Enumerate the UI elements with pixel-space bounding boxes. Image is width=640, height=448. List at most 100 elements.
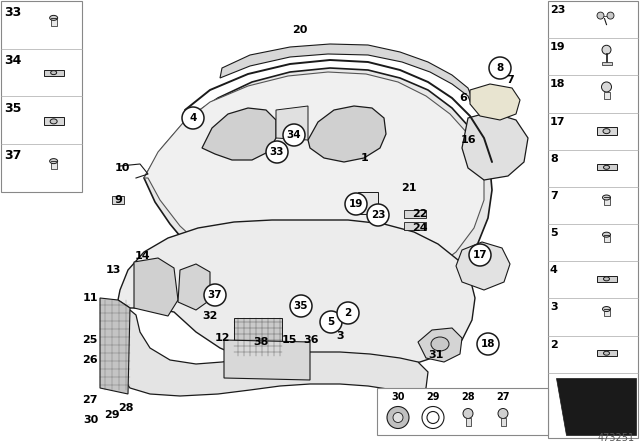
Circle shape: [367, 204, 389, 226]
Polygon shape: [456, 242, 510, 290]
FancyBboxPatch shape: [604, 198, 609, 205]
Text: 25: 25: [83, 335, 98, 345]
Polygon shape: [418, 328, 462, 362]
Text: 30: 30: [83, 415, 99, 425]
Polygon shape: [44, 117, 63, 125]
Bar: [1, 1, 82, 192]
FancyBboxPatch shape: [604, 310, 609, 316]
Text: 19: 19: [349, 199, 363, 209]
Circle shape: [463, 409, 473, 418]
Text: 38: 38: [253, 337, 269, 347]
Text: 8: 8: [550, 154, 557, 164]
Text: 23: 23: [371, 210, 385, 220]
Text: 11: 11: [83, 293, 98, 303]
Text: 34: 34: [287, 130, 301, 140]
Polygon shape: [308, 106, 386, 162]
Polygon shape: [118, 310, 428, 396]
Circle shape: [489, 57, 511, 79]
Polygon shape: [100, 298, 130, 394]
Circle shape: [597, 12, 604, 19]
Polygon shape: [144, 68, 492, 304]
Text: 4: 4: [550, 265, 558, 275]
Text: 473251: 473251: [598, 433, 635, 443]
Text: 37: 37: [4, 149, 21, 162]
Text: 34: 34: [4, 54, 21, 67]
Circle shape: [393, 413, 403, 422]
Ellipse shape: [51, 71, 57, 75]
Text: 21: 21: [401, 183, 417, 193]
Text: 9: 9: [114, 195, 122, 205]
Text: 22: 22: [412, 209, 428, 219]
Text: 33: 33: [269, 147, 284, 157]
Ellipse shape: [602, 306, 611, 311]
Text: 18: 18: [481, 339, 495, 349]
Circle shape: [469, 244, 491, 266]
FancyBboxPatch shape: [51, 162, 57, 169]
Circle shape: [427, 412, 439, 423]
Text: 28: 28: [461, 392, 475, 402]
Circle shape: [266, 141, 288, 163]
Polygon shape: [134, 258, 178, 316]
Polygon shape: [556, 378, 636, 435]
Circle shape: [387, 406, 409, 428]
Ellipse shape: [603, 129, 610, 134]
Ellipse shape: [604, 277, 609, 281]
Polygon shape: [596, 350, 616, 356]
Text: 33: 33: [4, 6, 21, 19]
Text: 15: 15: [282, 335, 297, 345]
Circle shape: [283, 124, 305, 146]
Text: 18: 18: [550, 79, 566, 89]
Text: 1: 1: [361, 153, 369, 163]
Text: 3: 3: [336, 331, 344, 341]
Text: 31: 31: [428, 350, 444, 360]
Ellipse shape: [50, 15, 58, 20]
Circle shape: [498, 409, 508, 418]
Circle shape: [320, 311, 342, 333]
Polygon shape: [596, 127, 616, 135]
Text: 2: 2: [550, 340, 557, 349]
FancyBboxPatch shape: [51, 19, 57, 26]
Text: 5: 5: [550, 228, 557, 238]
Ellipse shape: [431, 337, 449, 351]
Text: 37: 37: [208, 290, 222, 300]
Text: 32: 32: [202, 311, 218, 321]
Bar: [377, 388, 548, 435]
Polygon shape: [224, 340, 310, 380]
Circle shape: [607, 12, 614, 19]
Polygon shape: [358, 192, 378, 214]
FancyBboxPatch shape: [404, 210, 426, 218]
Text: 29: 29: [426, 392, 440, 402]
Text: 26: 26: [82, 355, 98, 365]
Ellipse shape: [604, 351, 609, 355]
Polygon shape: [596, 164, 616, 170]
Text: 16: 16: [460, 135, 476, 145]
FancyBboxPatch shape: [500, 418, 506, 426]
Circle shape: [422, 406, 444, 428]
Text: 7: 7: [506, 75, 514, 85]
Text: 27: 27: [496, 392, 509, 402]
FancyBboxPatch shape: [604, 92, 609, 99]
Text: 12: 12: [214, 333, 230, 343]
Text: 36: 36: [303, 335, 319, 345]
Polygon shape: [202, 108, 276, 160]
Circle shape: [602, 82, 611, 92]
FancyBboxPatch shape: [604, 236, 609, 242]
Text: 10: 10: [115, 163, 130, 173]
Text: 14: 14: [135, 251, 151, 261]
Ellipse shape: [604, 165, 609, 169]
Polygon shape: [144, 72, 484, 292]
Circle shape: [345, 193, 367, 215]
Text: 23: 23: [550, 5, 565, 15]
Text: 5: 5: [328, 317, 335, 327]
FancyBboxPatch shape: [404, 222, 426, 230]
Text: 6: 6: [459, 93, 467, 103]
Polygon shape: [44, 69, 63, 76]
Text: 30: 30: [391, 392, 404, 402]
Text: 8: 8: [497, 63, 504, 73]
Text: 35: 35: [294, 301, 308, 311]
FancyBboxPatch shape: [602, 62, 611, 65]
Text: 17: 17: [473, 250, 487, 260]
Text: 17: 17: [550, 116, 566, 126]
Polygon shape: [276, 106, 308, 140]
Circle shape: [204, 284, 226, 306]
